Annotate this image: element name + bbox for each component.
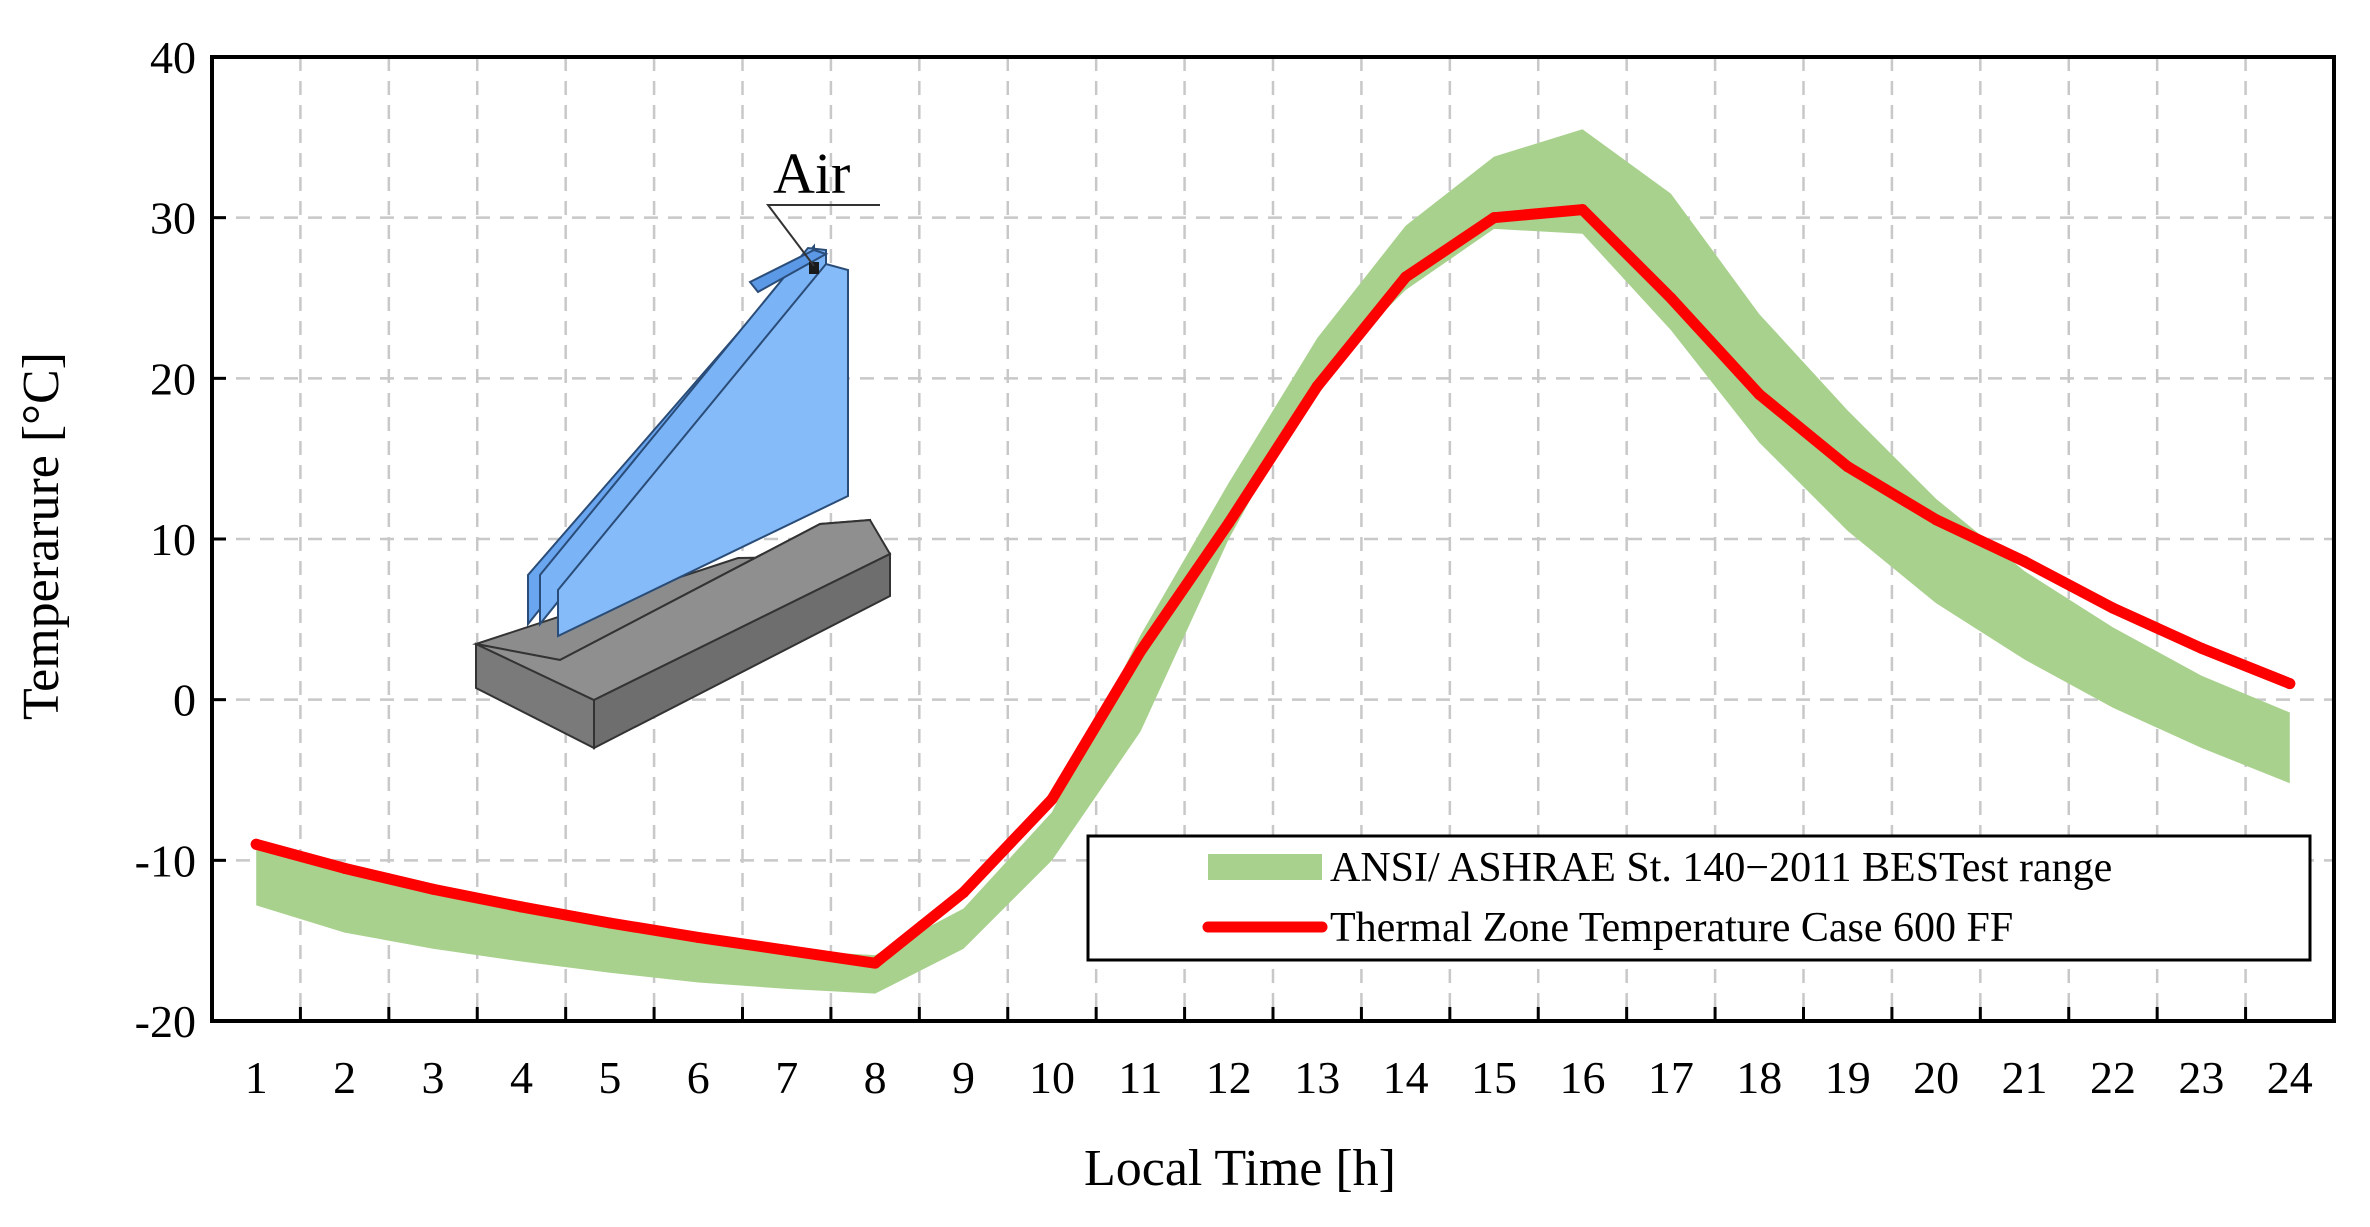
pane-top-edge [748, 248, 829, 294]
data-point [958, 886, 970, 898]
data-point [2284, 678, 2296, 690]
data-point [2019, 555, 2031, 567]
x-tick-label: 20 [1913, 1052, 1959, 1103]
y-tick-label: 20 [150, 353, 196, 404]
wall-diagram-inset: Air [472, 141, 892, 750]
x-tick-label: 2 [333, 1052, 356, 1103]
legend: ANSI/ ASHRAE St. 140−2011 BESTest range … [1086, 834, 2312, 962]
air-leader-line [765, 204, 880, 267]
data-point [1400, 271, 1412, 283]
x-tick-label: 11 [1118, 1052, 1162, 1103]
x-tick-label: 8 [864, 1052, 887, 1103]
x-tick-label: 24 [2267, 1052, 2313, 1103]
x-tick-label: 14 [1383, 1052, 1429, 1103]
data-point [1753, 388, 1765, 400]
y-tick-label: 40 [150, 32, 196, 83]
y-tick-label: 10 [150, 514, 196, 565]
legend-band-label: ANSI/ ASHRAE St. 140−2011 BESTest range [1330, 845, 2112, 891]
x-axis-ticks: 1 2 3 4 5 6 7 8 9 10 11 12 13 14 15 16 17 18 19 20 21 22 23 24 [245, 1007, 2313, 1103]
data-point [515, 901, 527, 913]
x-tick-label: 4 [510, 1052, 533, 1103]
y-tick-label: -20 [135, 996, 196, 1047]
y-axis-ticks: -20 -10 0 10 20 30 40 [135, 32, 226, 1047]
x-tick-label: 7 [775, 1052, 798, 1103]
y-tick-label: 0 [173, 675, 196, 726]
data-point [692, 931, 704, 943]
x-tick-label: 21 [2002, 1052, 2048, 1103]
x-tick-label: 12 [1206, 1052, 1252, 1103]
x-tick-label: 19 [1825, 1052, 1871, 1103]
air-gap-marker [809, 262, 819, 274]
thermal-zone-temperature-line [250, 204, 2296, 969]
y-tick-label: -10 [135, 835, 196, 886]
data-point [1576, 204, 1588, 216]
data-point [2195, 642, 2207, 654]
data-point [2107, 602, 2119, 614]
x-tick-label: 13 [1294, 1052, 1340, 1103]
bestest-range-band [256, 129, 2290, 994]
base-side-face [593, 552, 891, 750]
x-tick-label: 5 [598, 1052, 621, 1103]
x-tick-label: 1 [245, 1052, 268, 1103]
y-axis-title: Temperarure [°C] [13, 352, 70, 720]
x-axis-title: Local Time [h] [1084, 1140, 1396, 1197]
y-tick-label: 30 [150, 193, 196, 244]
x-tick-label: 15 [1471, 1052, 1517, 1103]
data-point [250, 838, 262, 850]
data-point [1665, 292, 1677, 304]
legend-band-swatch [1208, 854, 1322, 880]
data-point [1134, 645, 1146, 657]
thermal-zone-temperature-points [250, 204, 2296, 969]
x-tick-label: 3 [422, 1052, 445, 1103]
x-tick-label: 6 [687, 1052, 710, 1103]
data-point [1842, 461, 1854, 473]
x-tick-label: 16 [1559, 1052, 1605, 1103]
legend-line-label: Thermal Zone Temperature Case 600 FF [1330, 905, 2013, 951]
data-point [1488, 212, 1500, 224]
data-point [427, 883, 439, 895]
air-label: Air [773, 141, 850, 206]
data-point [604, 917, 616, 929]
data-point [1223, 517, 1235, 529]
x-tick-label: 18 [1736, 1052, 1782, 1103]
x-tick-label: 23 [2178, 1052, 2224, 1103]
data-point [339, 862, 351, 874]
data-point [1930, 514, 1942, 526]
data-point [1311, 380, 1323, 392]
data-point [781, 944, 793, 956]
x-tick-label: 17 [1648, 1052, 1694, 1103]
pane-front-face [557, 262, 849, 638]
data-point [869, 957, 881, 969]
x-tick-label: 22 [2090, 1052, 2136, 1103]
data-point [1046, 793, 1058, 805]
x-tick-label: 10 [1029, 1052, 1075, 1103]
x-tick-label: 9 [952, 1052, 975, 1103]
